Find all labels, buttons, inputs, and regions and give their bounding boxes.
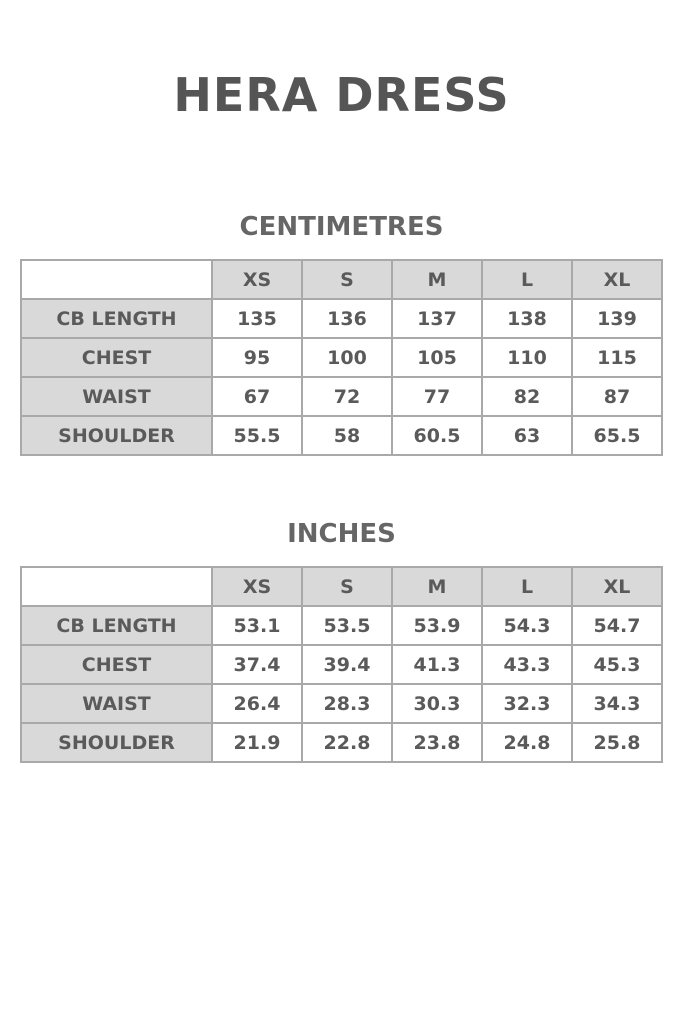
- table-row: CB LENGTH 135 136 137 138 139: [20, 298, 663, 339]
- header-row: XS S M L XL: [20, 259, 663, 300]
- measurement-label-cell: CB LENGTH: [20, 298, 213, 339]
- empty-corner-cell: [20, 566, 213, 607]
- measurement-label-cell: CB LENGTH: [20, 605, 213, 646]
- measurement-value-cell: 135: [211, 298, 303, 339]
- measurement-label-cell: SHOULDER: [20, 415, 213, 456]
- measurement-value-cell: 43.3: [481, 644, 573, 685]
- measurement-value-cell: 25.8: [571, 722, 663, 763]
- size-header-cell: L: [481, 259, 573, 300]
- measurement-value-cell: 58: [301, 415, 393, 456]
- measurement-value-cell: 30.3: [391, 683, 483, 724]
- measurement-value-cell: 37.4: [211, 644, 303, 685]
- measurement-value-cell: 105: [391, 337, 483, 378]
- size-header-cell: M: [391, 259, 483, 300]
- measurement-value-cell: 26.4: [211, 683, 303, 724]
- measurement-value-cell: 72: [301, 376, 393, 417]
- measurement-value-cell: 100: [301, 337, 393, 378]
- measurement-label-cell: WAIST: [20, 683, 213, 724]
- empty-corner-cell: [20, 259, 213, 300]
- table-heading-inches: INCHES: [287, 519, 396, 549]
- table-row: WAIST 67 72 77 82 87: [20, 376, 663, 417]
- header-row: XS S M L XL: [20, 566, 663, 607]
- size-header-cell: L: [481, 566, 573, 607]
- table-row: SHOULDER 21.9 22.8 23.8 24.8 25.8: [20, 722, 663, 763]
- measurement-label-cell: CHEST: [20, 337, 213, 378]
- measurement-value-cell: 39.4: [301, 644, 393, 685]
- measurement-value-cell: 53.9: [391, 605, 483, 646]
- measurement-value-cell: 95: [211, 337, 303, 378]
- measurement-value-cell: 110: [481, 337, 573, 378]
- measurement-value-cell: 54.7: [571, 605, 663, 646]
- measurement-value-cell: 45.3: [571, 644, 663, 685]
- size-header-cell: XL: [571, 259, 663, 300]
- measurement-value-cell: 138: [481, 298, 573, 339]
- measurement-value-cell: 53.1: [211, 605, 303, 646]
- measurement-value-cell: 34.3: [571, 683, 663, 724]
- measurement-value-cell: 22.8: [301, 722, 393, 763]
- measurement-value-cell: 23.8: [391, 722, 483, 763]
- measurement-value-cell: 87: [571, 376, 663, 417]
- measurement-label-cell: CHEST: [20, 644, 213, 685]
- measurement-label-cell: WAIST: [20, 376, 213, 417]
- size-table-centimetres: XS S M L XL CB LENGTH 135 136 137 138 139 CHEST 95 10…: [20, 259, 663, 456]
- table-row: CHEST 95 100 105 110 115: [20, 337, 663, 378]
- measurement-value-cell: 24.8: [481, 722, 573, 763]
- size-header-cell: XL: [571, 566, 663, 607]
- measurement-value-cell: 139: [571, 298, 663, 339]
- measurement-value-cell: 28.3: [301, 683, 393, 724]
- page-title: HERA DRESS: [173, 68, 510, 122]
- table-heading-centimetres: CENTIMETRES: [239, 212, 444, 242]
- size-table-inches: XS S M L XL CB LENGTH 53.1 53.5 53.9 54.3 54.7 CHES…: [20, 566, 663, 763]
- measurement-value-cell: 82: [481, 376, 573, 417]
- size-header-cell: M: [391, 566, 483, 607]
- table-row: SHOULDER 55.5 58 60.5 63 65.5: [20, 415, 663, 456]
- measurement-label-cell: SHOULDER: [20, 722, 213, 763]
- measurement-value-cell: 60.5: [391, 415, 483, 456]
- measurement-value-cell: 115: [571, 337, 663, 378]
- size-header-cell: XS: [211, 566, 303, 607]
- measurement-value-cell: 65.5: [571, 415, 663, 456]
- table-row: CHEST 37.4 39.4 41.3 43.3 45.3: [20, 644, 663, 685]
- table-row: WAIST 26.4 28.3 30.3 32.3 34.3: [20, 683, 663, 724]
- measurement-value-cell: 77: [391, 376, 483, 417]
- measurement-value-cell: 137: [391, 298, 483, 339]
- measurement-value-cell: 53.5: [301, 605, 393, 646]
- measurement-value-cell: 21.9: [211, 722, 303, 763]
- measurement-value-cell: 63: [481, 415, 573, 456]
- measurement-value-cell: 41.3: [391, 644, 483, 685]
- size-header-cell: XS: [211, 259, 303, 300]
- measurement-value-cell: 55.5: [211, 415, 303, 456]
- table-row: CB LENGTH 53.1 53.5 53.9 54.3 54.7: [20, 605, 663, 646]
- measurement-value-cell: 67: [211, 376, 303, 417]
- size-header-cell: S: [301, 259, 393, 300]
- measurement-value-cell: 54.3: [481, 605, 573, 646]
- measurement-value-cell: 32.3: [481, 683, 573, 724]
- size-header-cell: S: [301, 566, 393, 607]
- measurement-value-cell: 136: [301, 298, 393, 339]
